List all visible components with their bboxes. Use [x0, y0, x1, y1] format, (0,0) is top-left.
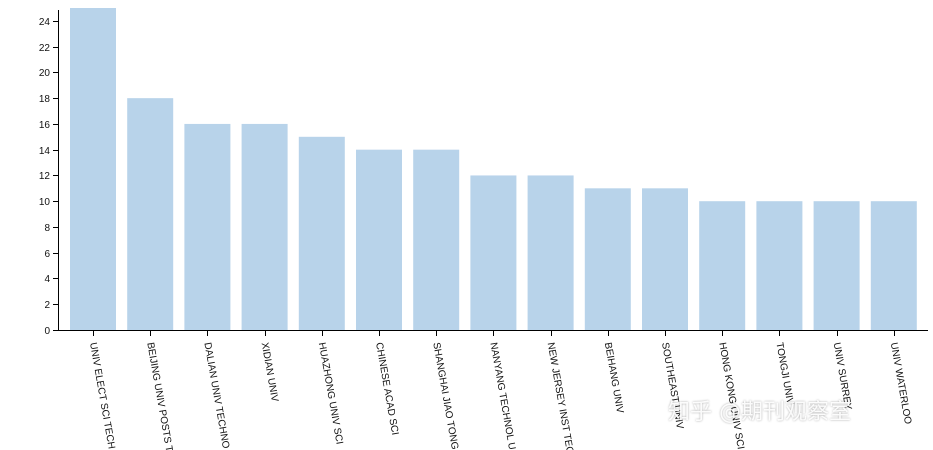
- bar: [470, 175, 517, 330]
- x-tick-label: BEIHANG UNIV: [602, 342, 625, 415]
- y-tick-label: 16: [39, 120, 51, 131]
- x-tick-label: UNIV ELECT SCI TECH: [87, 342, 117, 450]
- bar: [184, 123, 231, 330]
- bar: [699, 201, 746, 330]
- y-tick-label: 22: [39, 43, 51, 54]
- bar: [756, 201, 803, 330]
- watermark-text: 知乎 @期刊观察室: [668, 400, 851, 425]
- x-tick-label: SHANGHAI JIAO TONG: [430, 342, 460, 450]
- y-tick-label: 24: [39, 17, 51, 28]
- bar: [356, 149, 402, 330]
- x-tick-label: XIDIAN UNIV: [259, 342, 280, 403]
- x-tick-label: CHINESE ACAD SCI: [373, 342, 400, 436]
- bar: [127, 98, 174, 330]
- bar: [642, 188, 688, 330]
- x-tick-label: UNIV WATERLOO: [888, 342, 913, 426]
- x-tick-label: DALIAN UNIV TECHNO: [201, 342, 231, 450]
- bars-group: [70, 8, 917, 330]
- bar: [813, 201, 860, 330]
- y-tick-label: 18: [39, 94, 51, 105]
- x-tick-label: BEIJING UNIV POSTS T: [144, 342, 174, 450]
- x-tick-label: NEW JERSEY INST TEC: [545, 342, 575, 450]
- bar: [70, 8, 116, 330]
- y-tick-label: 10: [39, 197, 51, 208]
- x-tick-label: HUAZHONG UNIV SCI: [316, 342, 345, 446]
- y-tick-label: 20: [39, 68, 51, 79]
- y-tick-label: 14: [39, 146, 51, 157]
- y-tick-label: 2: [44, 300, 50, 311]
- y-tick-label: 8: [44, 223, 50, 234]
- bar: [870, 201, 917, 330]
- y-tick-label: 12: [39, 171, 51, 182]
- x-tick-label: NANYANG TECHNOL U: [487, 342, 517, 450]
- bar: [527, 175, 574, 330]
- bar: [241, 123, 288, 330]
- bar: [413, 149, 460, 330]
- x-axis: UNIV ELECT SCI TECH BEIJING UNIV POSTS T D…: [58, 330, 928, 450]
- y-tick-label: 6: [44, 249, 50, 260]
- y-tick-label: 0: [44, 326, 50, 337]
- bar: [298, 136, 345, 330]
- y-tick-label: 4: [44, 274, 50, 285]
- bar: [584, 188, 631, 330]
